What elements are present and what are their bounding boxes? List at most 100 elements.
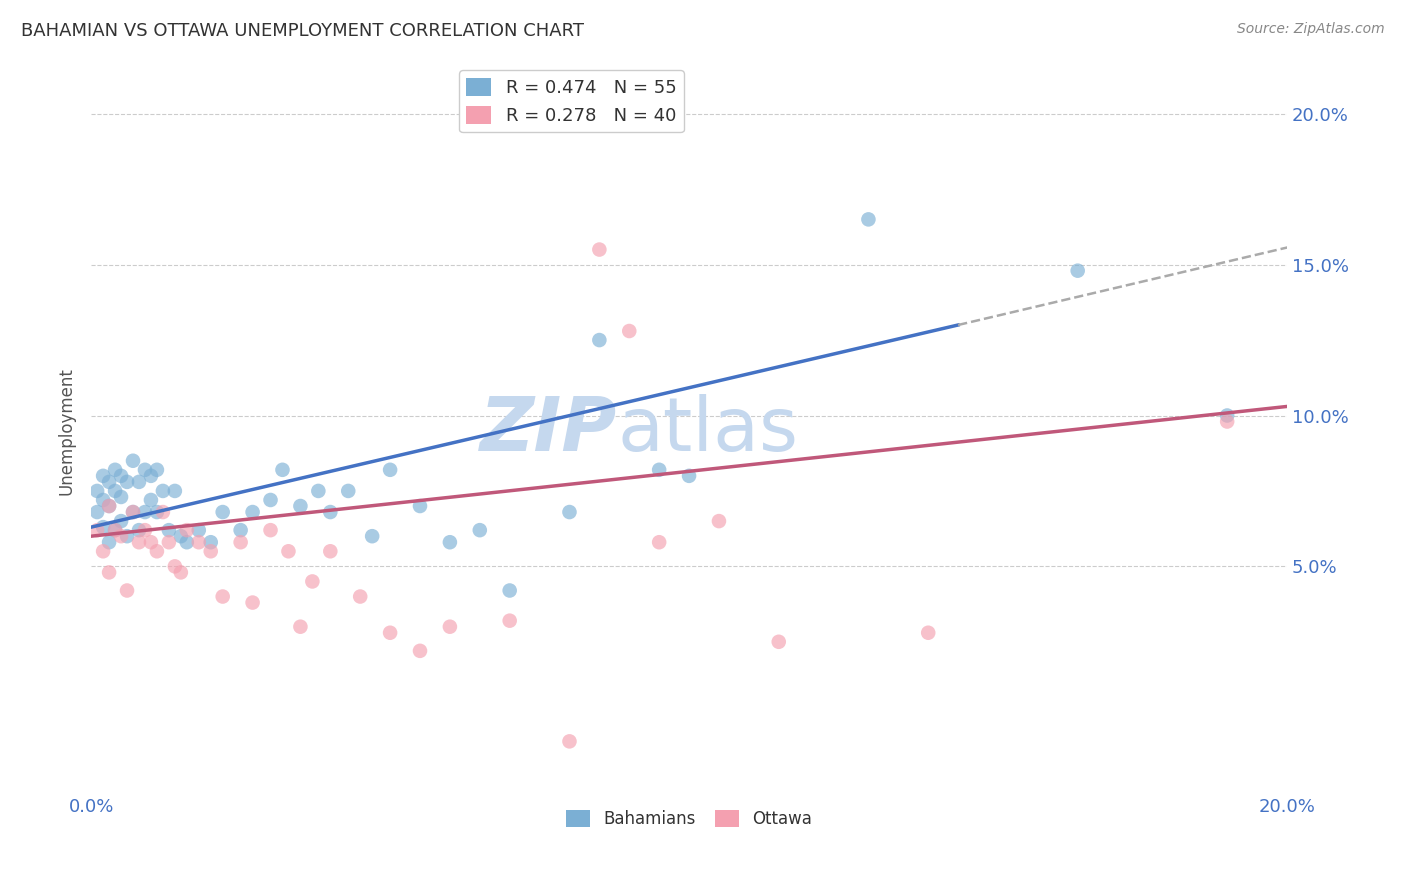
- Text: Source: ZipAtlas.com: Source: ZipAtlas.com: [1237, 22, 1385, 37]
- Point: [187, 535, 209, 549]
- Point: [259, 523, 281, 537]
- Point: [157, 523, 180, 537]
- Point: [104, 463, 127, 477]
- Point: [499, 583, 522, 598]
- Point: [558, 505, 581, 519]
- Point: [157, 535, 180, 549]
- Y-axis label: Unemployment: Unemployment: [58, 367, 75, 494]
- Point: [378, 463, 401, 477]
- Point: [1216, 415, 1239, 429]
- Point: [91, 468, 114, 483]
- Point: [290, 620, 312, 634]
- Point: [115, 583, 138, 598]
- Point: [122, 454, 145, 468]
- Point: [378, 625, 401, 640]
- Point: [211, 590, 233, 604]
- Point: [648, 463, 671, 477]
- Text: ZIP: ZIP: [479, 394, 617, 467]
- Point: [110, 529, 132, 543]
- Point: [115, 529, 138, 543]
- Point: [619, 324, 641, 338]
- Point: [170, 566, 193, 580]
- Text: atlas: atlas: [617, 394, 799, 467]
- Point: [163, 483, 186, 498]
- Point: [301, 574, 323, 589]
- Point: [98, 499, 121, 513]
- Point: [98, 535, 121, 549]
- Point: [319, 505, 342, 519]
- Point: [146, 544, 169, 558]
- Point: [139, 493, 162, 508]
- Point: [1066, 263, 1088, 277]
- Point: [349, 590, 371, 604]
- Point: [858, 212, 880, 227]
- Point: [1216, 409, 1239, 423]
- Point: [277, 544, 299, 558]
- Point: [176, 523, 198, 537]
- Point: [86, 505, 108, 519]
- Point: [122, 505, 145, 519]
- Point: [259, 493, 281, 508]
- Point: [337, 483, 360, 498]
- Point: [768, 634, 790, 648]
- Point: [439, 535, 461, 549]
- Point: [271, 463, 294, 477]
- Point: [229, 535, 252, 549]
- Point: [134, 463, 156, 477]
- Point: [211, 505, 233, 519]
- Point: [98, 566, 121, 580]
- Point: [242, 596, 264, 610]
- Point: [229, 523, 252, 537]
- Point: [128, 523, 150, 537]
- Point: [98, 499, 121, 513]
- Point: [86, 483, 108, 498]
- Point: [110, 468, 132, 483]
- Point: [115, 475, 138, 489]
- Text: BAHAMIAN VS OTTAWA UNEMPLOYMENT CORRELATION CHART: BAHAMIAN VS OTTAWA UNEMPLOYMENT CORRELAT…: [21, 22, 583, 40]
- Point: [707, 514, 730, 528]
- Point: [588, 333, 610, 347]
- Point: [91, 544, 114, 558]
- Point: [409, 644, 432, 658]
- Point: [91, 493, 114, 508]
- Point: [104, 523, 127, 537]
- Point: [499, 614, 522, 628]
- Point: [409, 499, 432, 513]
- Point: [134, 505, 156, 519]
- Point: [146, 505, 169, 519]
- Point: [128, 475, 150, 489]
- Point: [200, 535, 222, 549]
- Point: [170, 529, 193, 543]
- Point: [439, 620, 461, 634]
- Point: [187, 523, 209, 537]
- Point: [152, 505, 174, 519]
- Point: [468, 523, 491, 537]
- Point: [86, 523, 108, 537]
- Point: [678, 468, 700, 483]
- Point: [917, 625, 939, 640]
- Point: [91, 520, 114, 534]
- Point: [122, 505, 145, 519]
- Point: [319, 544, 342, 558]
- Point: [290, 499, 312, 513]
- Point: [134, 523, 156, 537]
- Point: [110, 514, 132, 528]
- Point: [648, 535, 671, 549]
- Point: [307, 483, 329, 498]
- Point: [128, 535, 150, 549]
- Point: [558, 734, 581, 748]
- Point: [146, 463, 169, 477]
- Point: [139, 535, 162, 549]
- Point: [176, 535, 198, 549]
- Point: [98, 475, 121, 489]
- Point: [588, 243, 610, 257]
- Point: [139, 468, 162, 483]
- Point: [110, 490, 132, 504]
- Point: [361, 529, 384, 543]
- Point: [163, 559, 186, 574]
- Point: [242, 505, 264, 519]
- Point: [104, 523, 127, 537]
- Point: [152, 483, 174, 498]
- Legend: Bahamians, Ottawa: Bahamians, Ottawa: [560, 804, 818, 835]
- Point: [200, 544, 222, 558]
